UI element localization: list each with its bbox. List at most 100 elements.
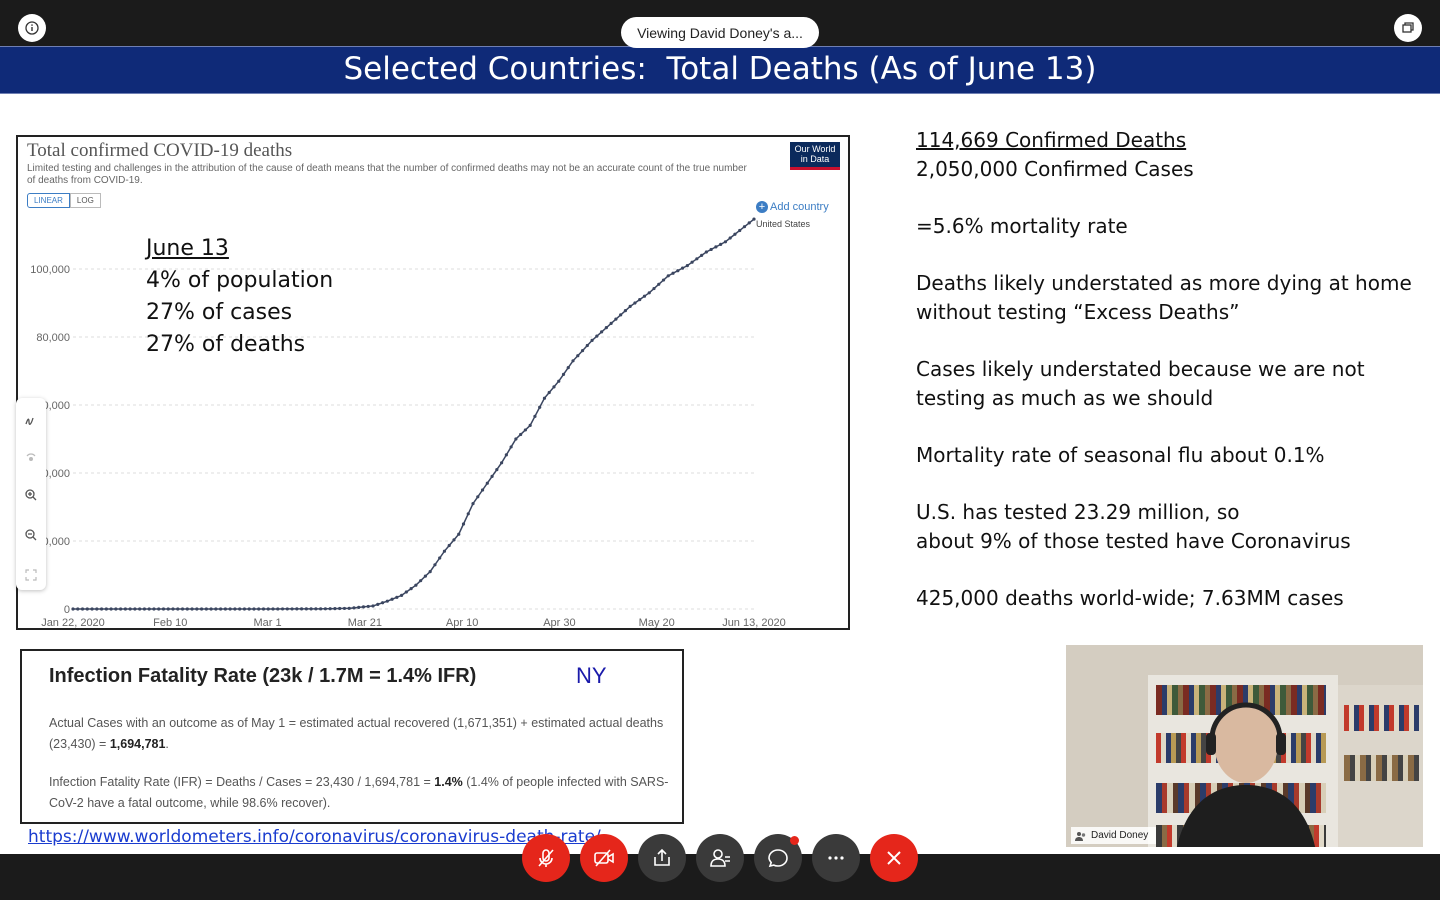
data-point (128, 607, 132, 611)
data-point (433, 563, 437, 567)
data-point (176, 607, 180, 611)
data-point (642, 294, 647, 298)
viewing-indicator[interactable]: Viewing David Doney's a... (621, 17, 819, 48)
chat-unread-indicator (790, 836, 799, 845)
deaths-understated: Deaths likely understated as more dying … (916, 271, 1412, 324)
data-point (414, 583, 418, 587)
chart-note: June 13 4% of population 27% of cases 27… (146, 233, 333, 361)
data-point (142, 607, 147, 611)
ifr-panel: Infection Fatality Rate (23k / 1.7M = 1.… (20, 649, 684, 824)
x-tick-label: Mar 1 (254, 617, 282, 628)
data-point (523, 428, 528, 432)
data-point (295, 607, 299, 611)
more-icon (828, 856, 844, 860)
slide-title-bar: Selected Countries: Total Deaths (As of … (0, 46, 1440, 94)
data-point (614, 317, 618, 321)
zoom-in-tool[interactable] (16, 484, 46, 506)
data-point (595, 334, 599, 338)
data-point (190, 607, 194, 611)
x-tick-label: Mar 21 (348, 617, 382, 628)
info-icon (25, 21, 39, 35)
y-tick-label: 0 (64, 604, 70, 616)
more-button[interactable] (812, 834, 860, 882)
data-point (533, 414, 537, 418)
source-link[interactable]: https://www.worldometers.info/coronaviru… (28, 827, 601, 847)
pen-icon (25, 417, 34, 425)
data-point (700, 253, 704, 257)
data-point (661, 278, 666, 282)
info-button[interactable] (18, 14, 46, 42)
data-point (247, 607, 251, 611)
participants-button[interactable] (696, 834, 744, 882)
mute-button[interactable] (522, 834, 570, 882)
data-point (671, 271, 675, 275)
data-point (376, 602, 380, 606)
data-point (238, 607, 242, 611)
data-point (752, 217, 756, 221)
participant-name: David Doney (1091, 830, 1149, 841)
participant-name-tag: David Doney (1071, 827, 1157, 844)
data-point (352, 606, 356, 610)
data-point (319, 607, 323, 611)
ifr-text: . (165, 737, 169, 751)
participants-icon (1075, 831, 1086, 841)
data-point (600, 330, 604, 334)
data-point (680, 266, 685, 270)
data-point (380, 601, 385, 605)
data-point (285, 607, 289, 611)
data-point (109, 607, 113, 611)
window-icon (1402, 22, 1414, 33)
data-point (638, 298, 642, 302)
x-tick-label: May 20 (639, 617, 675, 628)
data-point (371, 604, 375, 608)
chart-panel: 0 20,000 40,000 60,000 80,000 100,000 Jan 22, … (16, 135, 850, 630)
world-stats: 425,000 deaths world-wide; 7.63MM cases (916, 586, 1344, 610)
data-point (676, 269, 680, 273)
series-label: United States (756, 219, 811, 229)
data-point (619, 313, 623, 317)
pen-tool[interactable] (16, 410, 46, 432)
log-scale-button[interactable]: LOG (69, 193, 101, 208)
fit-tool[interactable] (16, 564, 46, 586)
participant-video[interactable]: David Doney (1066, 645, 1423, 847)
video-button[interactable] (580, 834, 628, 882)
data-point (538, 405, 542, 409)
data-point (204, 607, 208, 611)
data-point (209, 607, 213, 611)
data-point (566, 366, 570, 370)
share-button[interactable] (638, 834, 686, 882)
data-point (747, 221, 751, 225)
data-point (195, 607, 199, 611)
data-point (95, 607, 99, 611)
laser-tool[interactable] (16, 446, 46, 468)
note-line: 27% of cases (146, 300, 293, 325)
data-point (590, 338, 594, 342)
chart-title: Total confirmed COVID-19 deaths (27, 140, 293, 161)
switch-view-button[interactable] (1394, 14, 1422, 42)
note-line: 27% of deaths (146, 332, 306, 357)
data-point (690, 260, 694, 264)
leave-button[interactable] (870, 834, 918, 882)
data-point (519, 432, 523, 437)
scale-toggle: LINEAR LOG (27, 193, 101, 208)
data-point (466, 512, 470, 516)
linear-scale-button[interactable]: LINEAR (27, 193, 70, 208)
y-tick-label: 80,000 (36, 332, 70, 344)
data-point (85, 607, 89, 611)
y-tick-label: 100,000 (30, 264, 70, 276)
owid-logo: Our World in Data (790, 142, 840, 170)
data-point (728, 236, 732, 240)
data-point (604, 326, 608, 330)
ifr-text: Infection Fatality Rate (IFR) = Deaths /… (49, 775, 435, 789)
ifr-value: 1.4% (434, 775, 463, 789)
data-point (419, 579, 423, 583)
add-country-button[interactable]: + Add country (756, 201, 829, 213)
confirmed-deaths: 114,669 Confirmed Deaths (916, 128, 1187, 152)
confirmed-cases: 2,050,000 Confirmed Cases (916, 157, 1194, 181)
data-point (542, 396, 547, 400)
data-point (571, 359, 575, 363)
zoom-out-tool[interactable] (16, 524, 46, 546)
x-tick-label: Jan 22, 2020 (41, 617, 105, 628)
data-point (119, 607, 123, 611)
data-point (652, 286, 656, 291)
